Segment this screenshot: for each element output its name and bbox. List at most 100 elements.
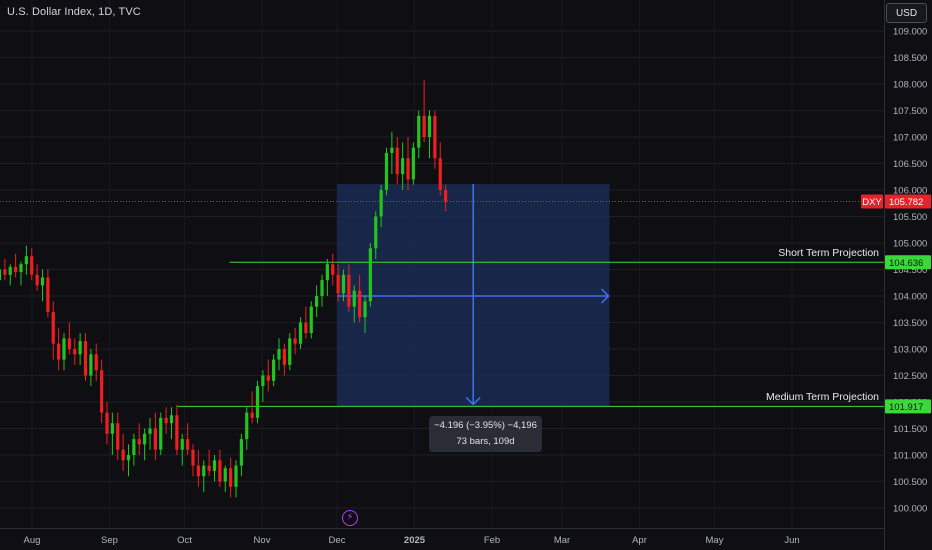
candle [46,269,50,318]
candle [191,444,195,477]
candle-body [336,274,340,294]
candle [218,449,222,487]
candle [51,301,55,360]
short-term-projection-label: Short Term Projection [778,247,879,260]
candle [169,407,174,440]
candle [180,433,184,466]
candle [137,423,141,455]
candle [207,449,211,477]
y-tick-label: 101.000 [893,451,927,462]
symbol-tag-bg [861,194,883,209]
x-tick-label: Feb [484,535,500,546]
candle [395,137,399,185]
candle [309,301,313,339]
x-tick-label: Aug [24,535,41,546]
candle [40,269,45,302]
candle [433,110,437,169]
candle-body [417,115,421,148]
measure-bars-text: 73 bars, 109d [456,436,515,447]
candle-body [62,338,66,360]
candle-body [309,306,313,334]
candle-body [132,439,136,455]
x-tick-label: Oct [177,535,192,546]
candle [288,333,292,371]
medium-term-price-tag: 101.917 [889,402,923,413]
measure-change-text: −4.196 (−3.95%) −4,196 [434,420,537,431]
candle-body [40,277,45,286]
current-price-tag: 105.782 [889,197,923,208]
candle-body [395,147,399,175]
candle [261,370,265,402]
candle-body [153,428,157,450]
y-tick-label: 101.500 [893,424,927,435]
candle [384,147,389,196]
y-tick-label: 106.000 [893,186,927,197]
candle [159,412,163,455]
y-tick-label: 100.000 [893,504,927,515]
measure-down-arrowhead [465,396,481,406]
candle-body [57,343,61,360]
candle-body [406,158,410,180]
candle-body [89,354,93,376]
candle [19,261,23,286]
short-term-price-tag-bg [885,255,931,270]
x-tick-label: Dec [329,535,346,546]
candle-body [390,147,394,153]
candle-body [24,256,28,265]
candle [417,110,421,159]
candle-body [255,386,260,418]
candle-body [379,190,383,217]
measure-right-arrowhead [600,288,610,304]
candle-body [110,423,114,434]
candle-body [239,439,243,466]
candle-body [78,341,82,355]
candle [30,248,34,281]
candle-body [250,412,254,418]
candle [298,317,303,349]
candle-body [411,147,415,180]
candle-body [422,115,426,137]
candle-body [35,274,39,286]
candle-body [148,428,152,434]
candle-body [143,433,147,445]
candle [121,433,125,471]
candle-body [325,264,329,281]
candle-body [8,266,12,275]
currency-button[interactable]: USD [886,3,927,23]
candle [444,184,448,212]
candle [239,433,243,477]
candle-body [282,349,286,365]
y-tick-label: 103.500 [893,318,927,329]
candle [0,269,2,281]
candle [3,258,7,281]
candle-body [288,338,292,365]
candle [223,465,227,493]
candle [186,423,190,455]
y-tick-label: 108.500 [893,53,927,64]
candle-body [169,415,174,424]
y-tick-label: 106.500 [893,159,927,170]
measure-tooltip: −4.196 (−3.95%) −4,196 73 bars, 109d [429,416,542,452]
candle [427,110,432,159]
candle [67,322,71,355]
medium-term-projection-label: Medium Term Projection [765,391,879,404]
candle-body [433,115,437,159]
candle [341,269,346,302]
candle [83,333,88,381]
x-tick-label: Jun [784,535,799,546]
candle-body [207,465,211,471]
candle [196,449,200,487]
y-tick-label: 104.000 [893,292,927,303]
candle-body [358,290,362,318]
candle-body [126,455,131,461]
candle-body [444,190,448,202]
candle [57,327,61,371]
candle-body [341,274,346,294]
candle [255,380,260,424]
candle [100,359,104,424]
candle [293,327,297,355]
lightning-icon[interactable]: ⚡ [342,510,358,526]
candle-body [14,266,18,273]
candle-body [229,468,233,487]
